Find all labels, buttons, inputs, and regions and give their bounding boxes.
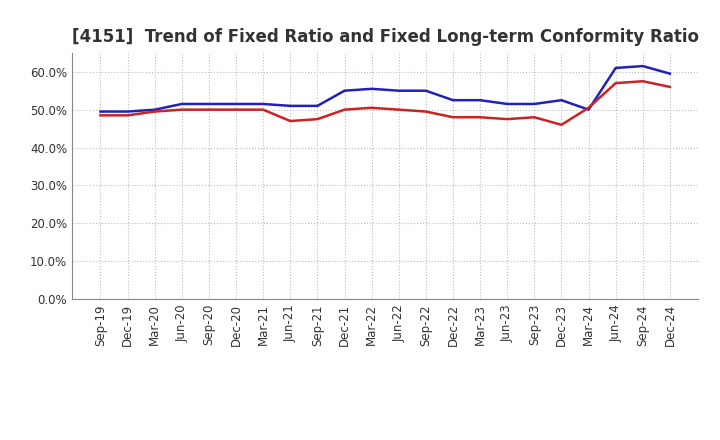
Fixed Long-term Conformity Ratio	[421, 109, 430, 114]
Fixed Long-term Conformity Ratio	[150, 109, 159, 114]
Fixed Long-term Conformity Ratio	[204, 107, 213, 112]
Fixed Long-term Conformity Ratio	[503, 117, 511, 122]
Fixed Ratio	[259, 101, 268, 106]
Fixed Ratio	[584, 107, 593, 112]
Fixed Long-term Conformity Ratio	[665, 84, 674, 90]
Line: Fixed Ratio: Fixed Ratio	[101, 66, 670, 112]
Fixed Long-term Conformity Ratio	[286, 118, 294, 124]
Fixed Long-term Conformity Ratio	[639, 79, 647, 84]
Fixed Long-term Conformity Ratio	[341, 107, 349, 112]
Fixed Ratio	[476, 98, 485, 103]
Fixed Ratio	[503, 101, 511, 106]
Fixed Long-term Conformity Ratio	[96, 113, 105, 118]
Fixed Ratio	[639, 63, 647, 69]
Fixed Long-term Conformity Ratio	[557, 122, 566, 128]
Fixed Long-term Conformity Ratio	[313, 117, 322, 122]
Fixed Ratio	[530, 101, 539, 106]
Fixed Long-term Conformity Ratio	[611, 81, 620, 86]
Fixed Ratio	[204, 101, 213, 106]
Fixed Ratio	[395, 88, 403, 93]
Fixed Ratio	[123, 109, 132, 114]
Fixed Ratio	[557, 98, 566, 103]
Fixed Long-term Conformity Ratio	[395, 107, 403, 112]
Fixed Ratio	[150, 107, 159, 112]
Fixed Ratio	[96, 109, 105, 114]
Fixed Ratio	[611, 65, 620, 70]
Fixed Long-term Conformity Ratio	[584, 105, 593, 110]
Fixed Long-term Conformity Ratio	[530, 114, 539, 120]
Fixed Ratio	[449, 98, 457, 103]
Fixed Ratio	[232, 101, 240, 106]
Title: [4151]  Trend of Fixed Ratio and Fixed Long-term Conformity Ratio: [4151] Trend of Fixed Ratio and Fixed Lo…	[72, 28, 698, 46]
Fixed Long-term Conformity Ratio	[232, 107, 240, 112]
Fixed Long-term Conformity Ratio	[123, 113, 132, 118]
Fixed Ratio	[286, 103, 294, 109]
Fixed Ratio	[313, 103, 322, 109]
Fixed Ratio	[367, 86, 376, 92]
Fixed Ratio	[665, 71, 674, 76]
Fixed Long-term Conformity Ratio	[449, 114, 457, 120]
Fixed Ratio	[421, 88, 430, 93]
Fixed Ratio	[341, 88, 349, 93]
Line: Fixed Long-term Conformity Ratio: Fixed Long-term Conformity Ratio	[101, 81, 670, 125]
Fixed Ratio	[178, 101, 186, 106]
Fixed Long-term Conformity Ratio	[259, 107, 268, 112]
Fixed Long-term Conformity Ratio	[367, 105, 376, 110]
Fixed Long-term Conformity Ratio	[178, 107, 186, 112]
Fixed Long-term Conformity Ratio	[476, 114, 485, 120]
